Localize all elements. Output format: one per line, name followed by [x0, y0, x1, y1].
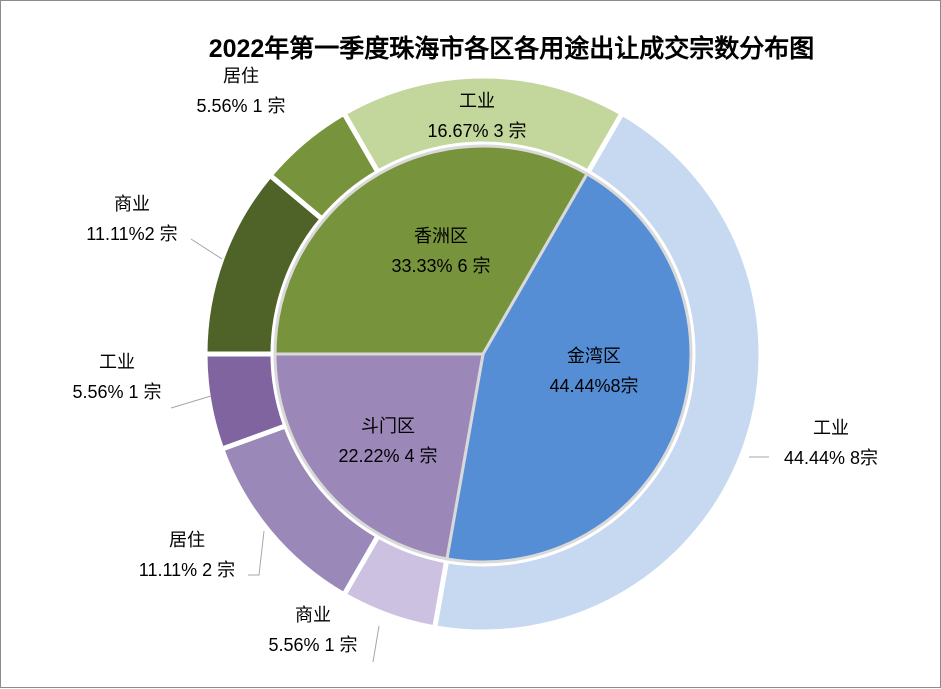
leader-line-3 — [170, 395, 212, 409]
leader-line-2 — [248, 530, 265, 576]
inner-slice-1 — [273, 352, 485, 561]
outer-label-3-name: 工业 — [99, 352, 135, 372]
inner-label-2-value: 33.33% 6 宗 — [391, 256, 490, 276]
outer-slice-0 — [431, 109, 764, 635]
outer-label-6-name: 工业 — [459, 91, 495, 111]
outer-label-2-value: 11.11% 2 宗 — [139, 560, 235, 580]
outer-label-5-value: 5.56% 1 宗 — [196, 96, 285, 116]
leader-line-1 — [372, 625, 380, 663]
inner-slice-0 — [445, 171, 693, 564]
outer-label-4-name: 商业 — [114, 194, 150, 214]
inner-label-0-value: 44.44%8宗 — [549, 376, 638, 396]
inner-label-1-name: 斗门区 — [361, 416, 415, 436]
inner-slice-2 — [273, 144, 590, 356]
outer-label-1-value: 5.56% 1 宗 — [268, 635, 357, 655]
outer-label-4-value: 11.11%2 宗 — [86, 224, 177, 244]
chart-title: 2022年第一季度珠海市各区各用途出让成交宗数分布图 — [208, 35, 815, 63]
outer-label-6-value: 16.67% 3 宗 — [427, 121, 526, 141]
inner-label-0-name: 金湾区 — [567, 346, 621, 366]
outer-label-3-value: 5.56% 1 宗 — [72, 382, 161, 402]
outer-slice-6 — [340, 73, 626, 176]
inner-label-2-name: 香洲区 — [414, 226, 468, 246]
leader-line-4 — [190, 238, 223, 260]
outer-label-0-value: 44.44% 8宗 — [784, 448, 878, 468]
outer-label-5-name: 居住 — [223, 66, 259, 86]
outer-label-1-name: 商业 — [295, 605, 331, 625]
inner-label-1-value: 22.22% 4 宗 — [338, 446, 437, 466]
outer-label-2-name: 居住 — [169, 530, 205, 550]
outer-label-0-name: 工业 — [813, 418, 849, 438]
